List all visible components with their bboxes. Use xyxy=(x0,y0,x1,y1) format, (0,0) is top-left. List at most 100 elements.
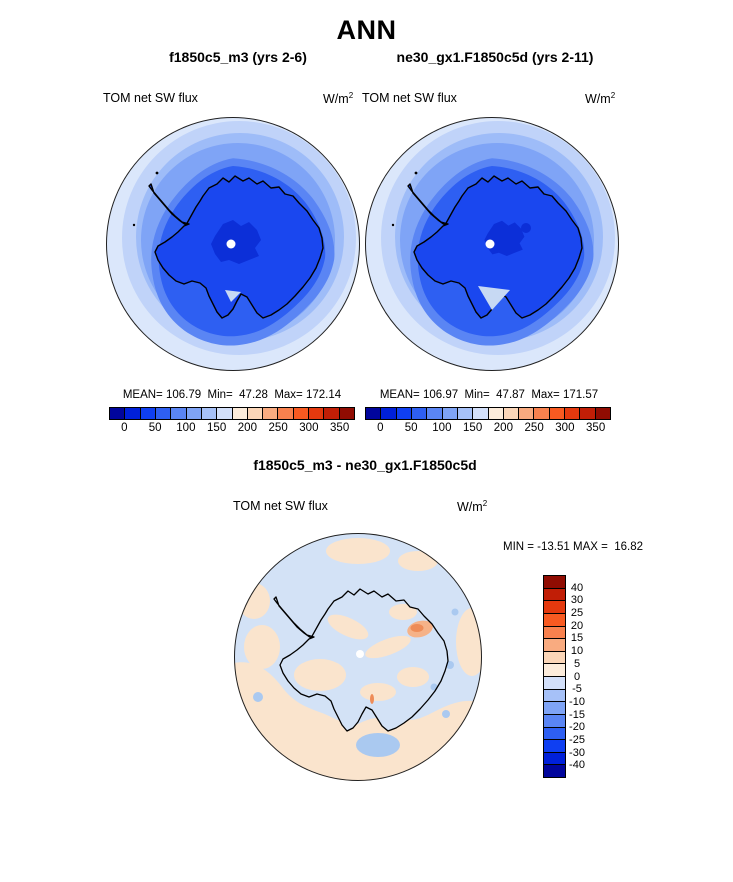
colorbar-segment xyxy=(139,407,156,420)
colorbar-segment xyxy=(216,407,233,420)
colorbar-segment xyxy=(543,713,566,728)
right-map-contours xyxy=(365,117,619,371)
left-stats-line: MEAN= 106.79 Min= 47.28 Max= 172.14 xyxy=(122,389,342,401)
colorbar-segment xyxy=(543,688,566,703)
colorbar-segment xyxy=(200,407,218,420)
colorbar-segment xyxy=(487,407,504,420)
colorbar-segment xyxy=(109,407,126,420)
diff-panel-subtitle: f1850c5_m3 - ne30_gx1.F1850c5d xyxy=(253,457,477,473)
right-colorbar xyxy=(365,407,611,420)
colorbar-tick-label: 200 xyxy=(237,422,257,434)
colorbar-segment xyxy=(395,407,412,420)
right-units-label: W/m2 xyxy=(585,91,615,106)
colorbar-tick-label: 250 xyxy=(268,422,288,434)
colorbar-tick-label: 100 xyxy=(432,422,452,434)
left-variable-label: TOM net SW flux xyxy=(103,91,198,105)
right-map xyxy=(365,117,619,371)
colorbar-segment xyxy=(365,407,382,420)
colorbar-segment xyxy=(543,663,566,677)
diff-map-contours xyxy=(234,533,482,781)
coastal-light-patch xyxy=(225,290,241,302)
colorbar-segment xyxy=(308,407,325,420)
south-pole-marker xyxy=(485,239,495,249)
colorbar-segment xyxy=(543,739,566,753)
colorbar-tick-label: 10 xyxy=(570,645,584,658)
colorbar-segment xyxy=(262,407,279,420)
diff-minmax-line: MIN = -13.51 MAX = 16.82 xyxy=(503,541,643,553)
colorbar-segment xyxy=(543,726,566,741)
colorbar-segment xyxy=(533,407,550,420)
right-units-exponent: 2 xyxy=(610,91,616,100)
colorbar-tick-label: 300 xyxy=(555,422,575,434)
south-pole-marker xyxy=(226,239,236,249)
coastal-light-patch xyxy=(478,286,510,310)
colorbar-tick-label: -5 xyxy=(572,683,582,696)
colorbar-segment xyxy=(231,407,248,420)
colorbar-segment xyxy=(338,407,355,420)
colorbar-tick-label: -25 xyxy=(569,733,585,746)
colorbar-segment xyxy=(502,407,520,420)
plateau-fragment xyxy=(521,223,531,233)
colorbar-tick-label: 15 xyxy=(570,632,584,645)
left-colorbar-ticks: 0 50 100 150 200 250 300 350 xyxy=(109,422,355,436)
colorbar-segment xyxy=(543,600,566,614)
colorbar-tick-label: 350 xyxy=(330,422,350,434)
colorbar-segment xyxy=(543,676,566,690)
colorbar-tick-label: 50 xyxy=(404,422,418,434)
colorbar-segment xyxy=(579,407,596,420)
diff-colorbar xyxy=(543,575,566,778)
south-pole-marker xyxy=(356,650,364,658)
colorbar-segment xyxy=(543,575,566,589)
colorbar-segment xyxy=(323,407,340,420)
left-units-base: W/m xyxy=(323,92,349,107)
colorbar-tick-label: 40 xyxy=(570,581,584,594)
colorbar-tick-label: 250 xyxy=(524,422,544,434)
colorbar-segment xyxy=(154,407,172,420)
colorbar-segment xyxy=(543,625,566,640)
colorbar-segment xyxy=(518,407,535,420)
colorbar-segment xyxy=(543,650,566,665)
colorbar-tick-label: 300 xyxy=(299,422,319,434)
diff-units-exponent: 2 xyxy=(482,499,488,508)
colorbar-segment xyxy=(543,751,566,766)
diff-map xyxy=(234,533,482,781)
colorbar-tick-label: 100 xyxy=(176,422,196,434)
colorbar-segment xyxy=(594,407,611,420)
colorbar-tick-label: 25 xyxy=(570,607,584,620)
colorbar-tick-label: 150 xyxy=(207,422,227,434)
left-map-contours xyxy=(106,117,360,371)
diff-interior-patches xyxy=(294,604,429,701)
right-panel-subtitle: ne30_gx1.F1850c5d (yrs 2-11) xyxy=(396,49,594,65)
map-boundary-circle xyxy=(106,117,360,371)
colorbar-tick-label: 150 xyxy=(463,422,483,434)
colorbar-segment xyxy=(564,407,581,420)
colorbar-segment xyxy=(246,407,264,420)
colorbar-segment xyxy=(543,764,566,778)
colorbar-segment xyxy=(543,612,566,627)
colorbar-tick-label: 350 xyxy=(586,422,606,434)
right-stats-line: MEAN= 106.97 Min= 47.87 Max= 171.57 xyxy=(379,389,599,401)
diff-units-base: W/m xyxy=(457,500,483,515)
colorbar-tick-label: 0 xyxy=(573,670,581,683)
right-units-base: W/m xyxy=(585,92,611,107)
right-colorbar-ticks: 0 50 100 150 200 250 300 350 xyxy=(365,422,611,436)
colorbar-segment xyxy=(441,407,458,420)
left-map xyxy=(106,117,360,371)
colorbar-tick-label: -15 xyxy=(569,708,585,721)
colorbar-tick-label: -20 xyxy=(569,721,585,734)
map-boundary-circle xyxy=(234,533,482,781)
diff-units-label: W/m2 xyxy=(457,499,487,514)
colorbar-tick-label: 200 xyxy=(493,422,513,434)
diff-colorbar-labels: 40 30 25 20 15 10 5 0 -5 -10 -15 -20 -25 -30 -40 xyxy=(564,575,590,778)
colorbar-segment xyxy=(543,701,566,715)
colorbar-tick-label: 0 xyxy=(377,422,384,434)
colorbar-segment xyxy=(277,407,294,420)
diff-warm-anomaly-core xyxy=(410,624,424,632)
colorbar-tick-label: 20 xyxy=(570,619,584,632)
colorbar-tick-label: 30 xyxy=(570,594,584,607)
map-boundary-circle xyxy=(365,117,619,371)
right-variable-label: TOM net SW flux xyxy=(362,91,457,105)
colorbar-segment xyxy=(380,407,397,420)
left-panel-subtitle: f1850c5_m3 (yrs 2-6) xyxy=(169,49,307,65)
